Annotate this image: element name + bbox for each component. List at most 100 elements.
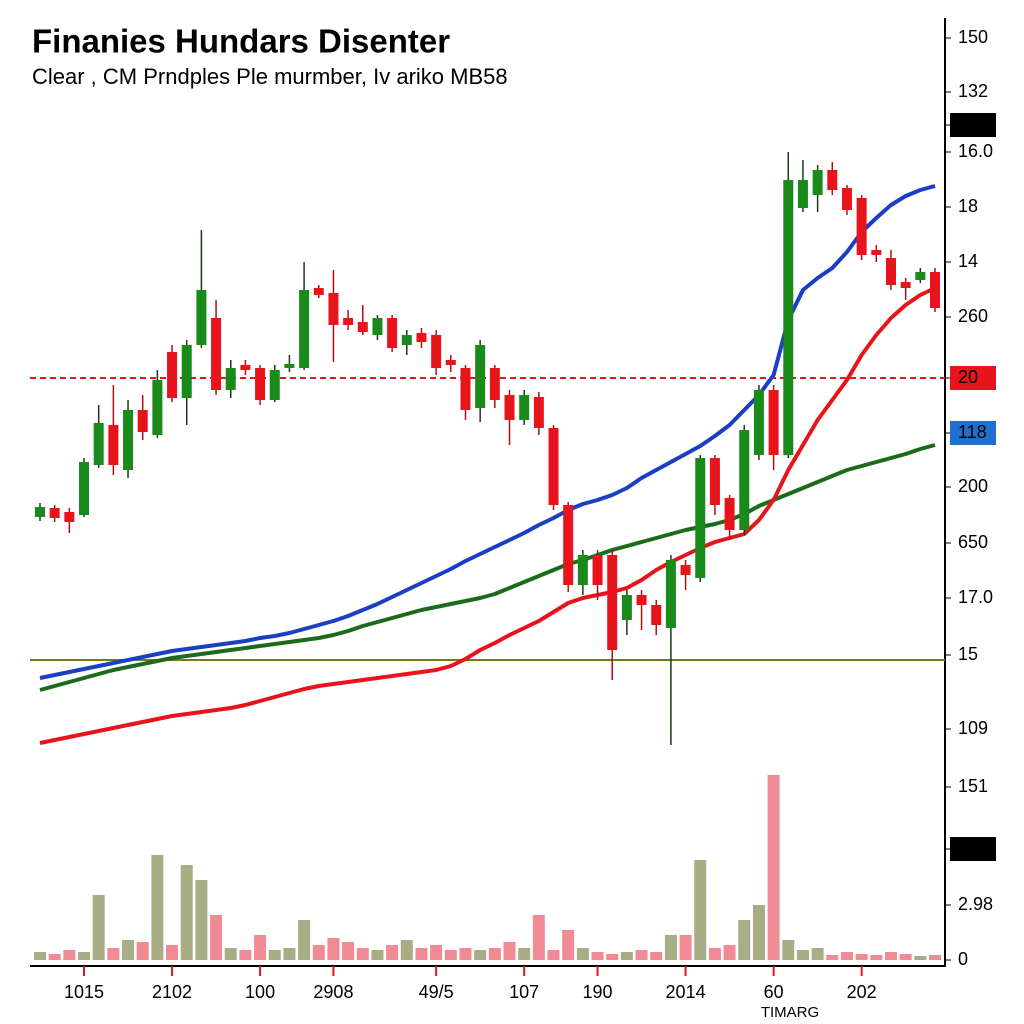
volume-bar [107,948,120,960]
volume-bar [562,930,575,960]
volume-bar [826,955,839,960]
ma-line [39,443,936,692]
candle-body [343,318,354,325]
candle-body [636,595,647,605]
y-tick-label: 2.98 [958,894,993,914]
candle-body [328,293,339,325]
candle-body [35,507,45,517]
volume-bar [782,940,795,960]
volume-bar [415,948,428,960]
candle-body [64,512,75,522]
volume-bar [166,945,179,960]
volume-bar [503,942,516,960]
candle-body [299,290,310,368]
candle-body [504,395,515,420]
volume-bar [136,942,149,960]
candle-body [181,345,192,398]
volume-bar [767,775,780,960]
x-tick-label: 2908 [313,982,353,1002]
volume-bar [620,952,633,960]
y-tick-label: 260 [958,306,988,326]
volume-bar [254,935,267,960]
candle-body [827,170,838,190]
candle-body [284,364,295,368]
candle-body [563,505,574,585]
candle-body [269,370,280,400]
volume-bar [239,950,252,960]
volume-bar [180,865,193,960]
x-axis-label: TIMARG [761,1004,819,1021]
y-tick-label: 151 [958,776,988,796]
volume-bar [224,948,237,960]
candle-body [196,290,207,345]
volume-bar [342,942,355,960]
chart-title: Finanies Hundars Disenter [32,23,450,60]
x-tick-label: 60 [764,982,784,1002]
volume-bar [268,950,281,960]
volume-bar [518,948,531,960]
volume-bar [606,954,619,960]
ma-line [39,286,936,745]
volume-bar [327,938,340,960]
volume-bar [870,955,883,960]
y-tick-box [950,837,996,861]
candle-body [915,272,926,280]
volume-bar [738,920,751,960]
volume-bar [63,950,76,960]
volume-bar [48,954,61,960]
volume-bar [723,945,736,960]
candle-body [533,397,544,428]
candle-body [123,410,134,470]
volume-bar [488,948,501,960]
volume-bar [356,948,369,960]
volume-bar [444,950,457,960]
candle-body [680,565,691,575]
volume-bar [312,945,325,960]
volume-bar [532,915,545,960]
candle-body [607,555,618,650]
volume-bar [929,955,941,960]
candle-body [856,198,867,255]
volume-bar [664,935,677,960]
y-tick-box [950,421,996,445]
volume-bar [371,950,384,960]
y-tick-label: 650 [958,532,988,552]
candle-body [709,458,720,505]
candle-body [900,282,911,288]
ma-line [39,184,936,680]
y-tick-label: 118 [958,422,987,442]
volume-bar [884,952,897,960]
candle-body [357,322,368,332]
candle-body [753,390,764,455]
chart-subtitle: Clear , CM Prndples Ple murmber, Iv arik… [32,64,508,89]
candle-body [768,390,779,455]
y-tick-label: 14 [958,251,978,271]
y-tick-label: 16.0 [958,141,993,161]
candle-body [93,423,104,465]
x-tick-label: 202 [847,982,877,1002]
volume-bar [400,940,413,960]
candle-body [152,380,163,435]
y-tick-label: 0 [958,949,968,969]
x-tick-label: 2102 [152,982,192,1002]
candle-body [651,605,662,625]
candle-body [313,288,324,295]
y-tick-box [950,113,996,137]
candle-body [401,335,412,345]
y-tick-label: 20 [958,367,978,387]
candle-body [724,498,735,530]
x-tick-label: 1015 [64,982,104,1002]
candle-body [548,428,559,505]
volume-bar [591,952,604,960]
y-tick-label: 132 [958,81,988,101]
y-tick-label: 17.0 [958,587,993,607]
volume-bar [34,952,46,960]
volume-bar [650,952,663,960]
candle-body [137,410,148,432]
candle-body [519,395,530,420]
volume-bar [914,956,927,960]
volume-bar [679,935,692,960]
volume-bar [796,950,809,960]
candle-body [372,318,383,335]
